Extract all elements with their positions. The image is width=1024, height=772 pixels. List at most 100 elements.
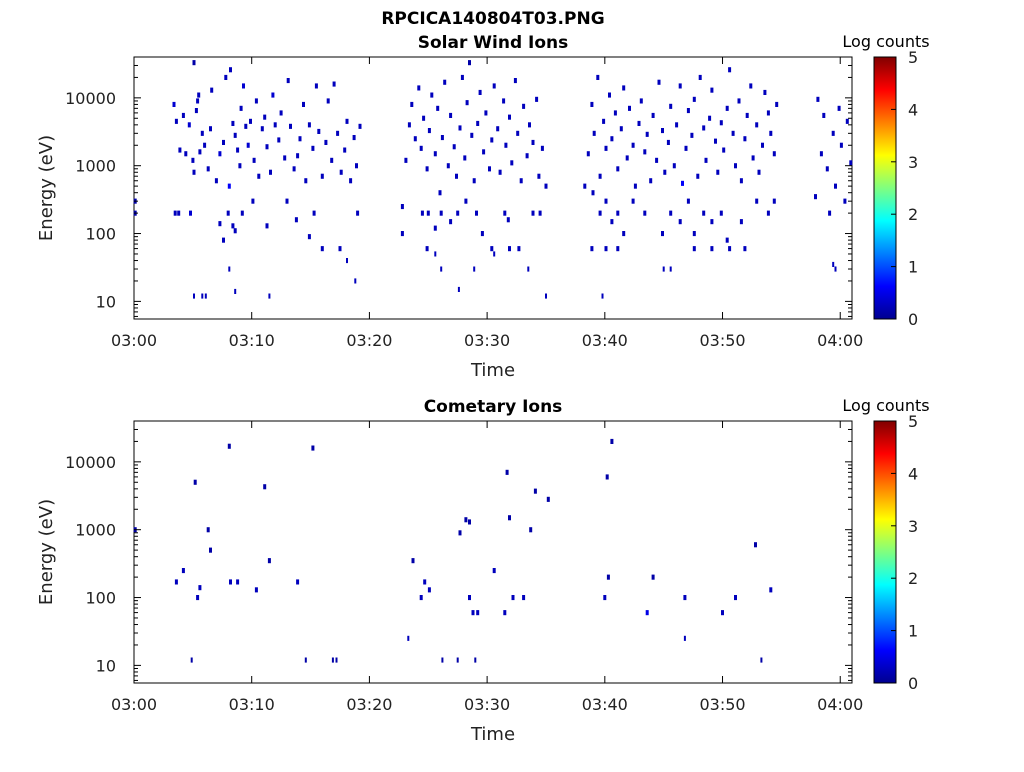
data-cell [610,136,614,142]
data-cell [407,122,411,128]
y-axis-ticks: 10 100 1000 10000 [65,420,852,681]
data-cell [834,266,837,272]
data-cell [828,210,832,216]
data-cell [488,166,491,172]
data-cell [181,112,185,118]
data-cell [598,210,602,216]
data-cell [484,110,488,116]
x-tick-label: 03:40 [582,695,628,714]
colorbar: Log counts 0 1 2 3 4 5 [842,396,929,693]
data-cell [769,587,773,593]
data-cell [696,173,700,179]
data-cell [739,178,743,184]
y-tick-label: 100 [85,589,116,608]
data-cell [196,595,200,601]
colorbar: Log counts 0 1 2 3 4 5 [842,32,929,329]
data-cell [510,160,514,166]
data-cell [766,110,770,116]
data-cell [231,120,235,126]
data-cell [537,173,541,179]
data-cell [613,110,617,116]
data-cell [598,173,602,179]
data-cell [436,105,440,111]
data-cell [678,219,682,225]
data-cell [684,145,688,151]
colorbar-tick-label: 4 [908,464,918,483]
data-cell [197,92,201,98]
data-cell [268,293,271,299]
data-cell [508,246,511,252]
data-cell [471,610,475,616]
data-cell [590,101,594,107]
data-cell [837,105,841,111]
x-tick-label: 03:30 [464,695,510,714]
data-cell [355,163,358,169]
data-cell [498,169,502,175]
data-cell [625,155,629,161]
data-cell [610,219,614,225]
data-cell [761,142,764,148]
data-cell [831,130,835,136]
data-cell [423,579,427,585]
data-cell [439,210,443,216]
colorbar-tick-label: 3 [908,517,918,536]
data-cell [755,198,759,204]
data-cell [311,445,315,451]
data-cell [525,153,529,159]
data-cell [546,496,550,502]
data-cell [174,118,178,124]
y-axis-label: Energy (eV) [36,135,57,241]
data-cell [260,126,264,132]
data-cell [710,219,714,225]
data-cell [198,585,202,591]
data-cell [314,83,318,89]
data-cell [772,198,776,204]
data-cell [289,123,292,129]
data-cell [692,246,696,252]
data-cell [604,145,608,151]
data-cell [273,122,277,128]
data-cell [292,166,296,172]
data-cell [473,266,476,272]
data-cell [187,122,191,128]
data-cell [229,67,232,73]
data-cell [637,120,641,126]
data-cell [719,210,723,216]
data-cell [468,60,471,66]
data-cell [605,474,609,480]
panel-title: Cometary Ions [424,397,563,417]
data-cell [737,98,741,104]
data-cell [206,166,210,172]
data-cell [731,130,735,136]
data-cell [251,198,255,204]
data-cell [476,610,480,616]
colorbar-tick-label: 4 [908,100,918,119]
data-cell [678,83,682,89]
data-cell [628,105,631,111]
data-cell [527,266,530,272]
data-cell [252,157,256,163]
data-cell [296,579,300,585]
data-cell [210,87,214,93]
data-cell [814,194,817,200]
data-cell [198,149,202,155]
data-cell [610,438,614,444]
data-cell [633,183,637,189]
data-cell [400,204,404,210]
colorbar-ticks: 0 1 2 3 4 5 [891,412,918,693]
data-cell [492,568,496,574]
data-cell [490,246,494,252]
data-cell [832,261,835,267]
data-cell [238,163,242,169]
data-cell [834,183,837,189]
data-cell [603,595,607,601]
data-cell [354,278,357,284]
data-cell [311,145,315,151]
data-cell [294,217,298,223]
data-cell [763,89,767,95]
panel-solar-wind-ions: Solar Wind Ions 03:00 03:10 03:20 03:30 03:4… [36,32,930,381]
x-tick-label: 03:20 [346,695,392,714]
data-cell [358,123,362,129]
